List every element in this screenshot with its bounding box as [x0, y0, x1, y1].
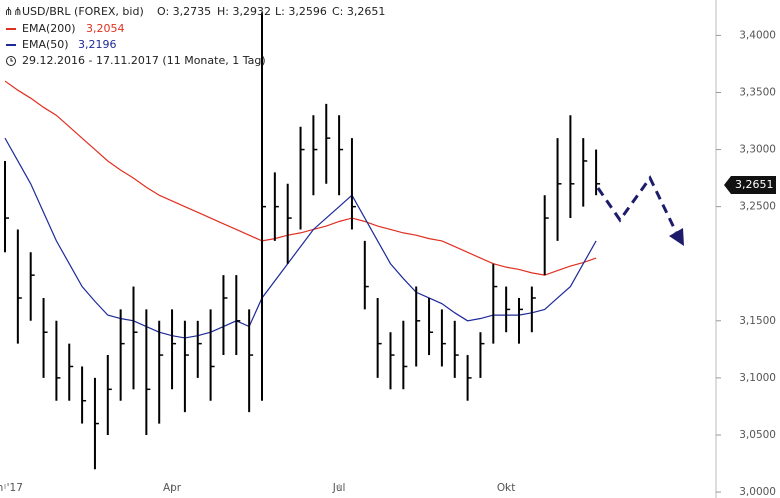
y-tick-label: 3,2500	[739, 201, 776, 213]
x-tick-label: Jan '17	[0, 482, 23, 494]
ema-line	[4, 80, 597, 276]
x-tick-label: Jul	[332, 482, 346, 494]
x-tick-label: Apr	[163, 482, 182, 494]
price-label: 3,2651	[735, 178, 774, 191]
y-tick-label: 3,1500	[739, 315, 776, 327]
y-tick-label: 3,0000	[739, 486, 776, 498]
price-tag: 3,2651	[724, 176, 776, 194]
symbol-title: USD/BRL (FOREX, bid)	[22, 5, 144, 18]
ohlc-icon: ⋔⋔	[4, 5, 22, 18]
y-axis: 3,0000 3,0500 3,1000 3,1500 3,2500 3,3000 3,35…	[716, 29, 776, 498]
y-tick-label: 3,1000	[739, 372, 776, 384]
legend: ⋔⋔ USD/BRL (FOREX, bid) O: 3,2735 H: 3,2…	[4, 5, 385, 67]
x-tick-label: Okt	[497, 482, 515, 494]
quote: L: 3,2596	[275, 5, 327, 18]
clock-icon	[6, 56, 16, 66]
y-tick-label: 3,3500	[739, 86, 776, 98]
legend-label: EMA(50)	[22, 38, 69, 51]
period: 29.12.2016 - 17.11.2017 (11 Monate, 1 Ta…	[22, 54, 266, 67]
y-tick-label: 3,4000	[739, 29, 776, 41]
y-tick-label: 3,0500	[739, 429, 776, 441]
quote: O: 3,2735	[157, 5, 211, 18]
legend-value: 3,2196	[78, 38, 117, 51]
quote: H: 3,2932	[217, 5, 271, 18]
clock-icon	[10, 58, 13, 62]
projection-arrow	[596, 175, 684, 246]
ema-line	[4, 137, 597, 339]
y-tick-label: 3,3000	[739, 144, 776, 156]
quote: C: 3,2651	[332, 5, 385, 18]
legend-value: 3,2054	[86, 22, 125, 35]
plot-area	[4, 12, 601, 470]
legend-label: EMA(200)	[22, 22, 76, 35]
